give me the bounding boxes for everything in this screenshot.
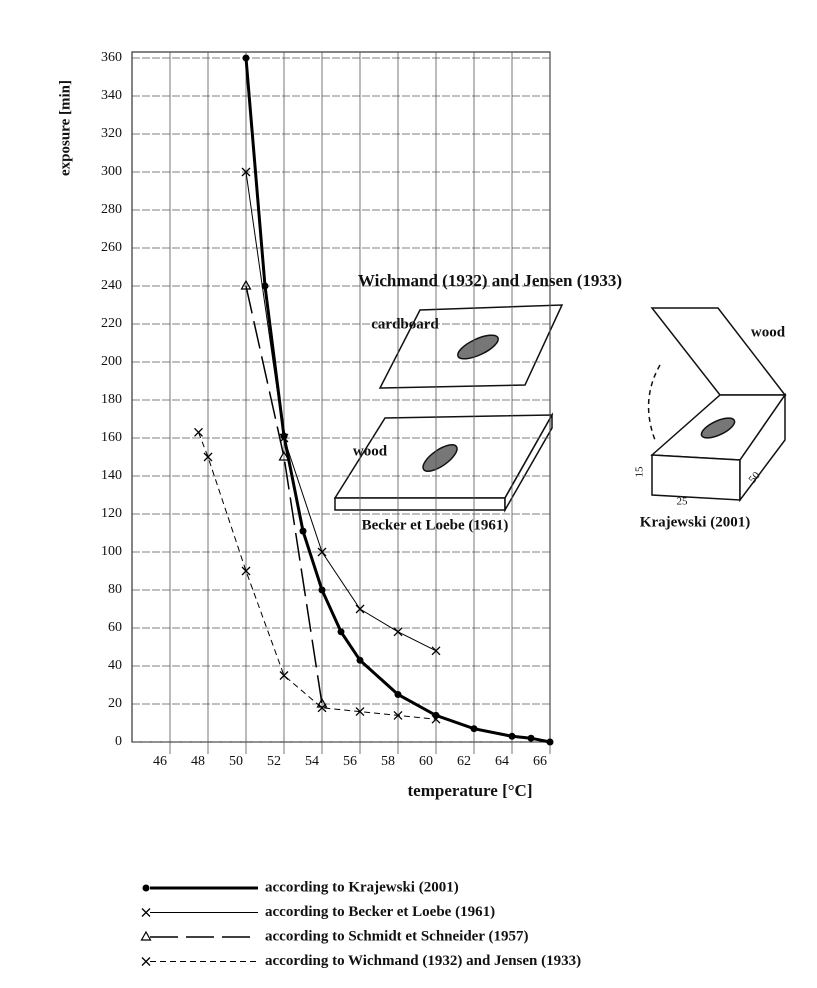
x-tick-label: 66 <box>533 754 547 769</box>
x-tick-label: 46 <box>153 754 167 769</box>
series-line <box>245 285 323 705</box>
y-tick-label: 20 <box>108 696 122 711</box>
x-tick-label: 48 <box>191 754 205 769</box>
x-tick-label: 60 <box>419 754 433 769</box>
wood-board-side <box>334 497 506 511</box>
marker <box>318 586 326 594</box>
y-axis-label: exposure [min] <box>57 80 73 176</box>
marker <box>242 54 250 62</box>
marker <box>241 566 251 576</box>
marker <box>279 671 289 680</box>
annotation: wood <box>353 443 388 459</box>
box-side <box>739 392 786 503</box>
marker <box>194 427 203 437</box>
marker <box>337 628 345 636</box>
marker <box>140 930 152 941</box>
marker <box>317 703 327 713</box>
series-line <box>198 432 437 720</box>
y-tick-label: 40 <box>108 658 122 673</box>
annotation: 25 <box>677 496 689 508</box>
marker <box>546 738 554 746</box>
specimen <box>457 334 499 360</box>
x-tick-label: 50 <box>229 754 243 769</box>
y-tick-label: 120 <box>101 506 122 521</box>
y-tick-label: 280 <box>101 202 122 217</box>
y-tick-label: 200 <box>101 354 122 369</box>
marker <box>527 734 535 742</box>
y-tick-label: 180 <box>101 392 122 407</box>
x-tick-label: 62 <box>457 754 471 769</box>
marker <box>142 884 150 892</box>
annotation: 15 <box>634 466 646 478</box>
series-line <box>245 171 437 652</box>
annotation: Becker et Loebe (1961) <box>362 517 509 533</box>
annotation: cardboard <box>371 316 439 332</box>
legend-label: according to Schmidt et Schneider (1957) <box>265 928 528 944</box>
y-tick-label: 320 <box>101 126 122 141</box>
y-tick-label: 0 <box>115 734 122 749</box>
marker <box>356 656 364 664</box>
y-tick-label: 60 <box>108 620 122 635</box>
y-tick-label: 260 <box>101 240 122 255</box>
x-tick-label: 64 <box>495 754 509 769</box>
marker <box>261 282 269 290</box>
marker <box>432 711 440 719</box>
x-axis-label: temperature [°C] <box>408 781 533 800</box>
marker <box>240 279 252 290</box>
marker <box>355 604 365 614</box>
annotation: wood <box>751 324 786 340</box>
marker <box>431 646 441 656</box>
marker <box>203 452 213 462</box>
y-tick-label: 80 <box>108 582 122 597</box>
marker <box>317 547 327 557</box>
specimen <box>422 444 458 472</box>
marker <box>141 908 151 917</box>
y-tick-label: 160 <box>101 430 122 445</box>
marker <box>141 957 151 966</box>
marker <box>393 710 403 720</box>
marker <box>470 725 478 733</box>
marker <box>394 691 402 698</box>
y-tick-label: 240 <box>101 278 122 293</box>
y-tick-label: 220 <box>101 316 122 331</box>
marker <box>299 527 307 535</box>
marker <box>278 450 290 461</box>
plot-frame <box>131 51 551 743</box>
x-tick-label: 58 <box>381 754 395 769</box>
specimen <box>700 417 736 439</box>
marker <box>241 167 251 177</box>
x-tick-label: 52 <box>267 754 281 769</box>
y-tick-label: 300 <box>101 164 122 179</box>
y-tick-label: 360 <box>101 50 122 65</box>
x-tick-label: 56 <box>343 754 357 769</box>
y-tick-label: 140 <box>101 468 122 483</box>
box-lid <box>650 307 787 396</box>
marker <box>355 707 365 717</box>
illustrations <box>333 304 787 513</box>
wood-board-edge <box>504 412 553 513</box>
legend-label: according to Krajewski (2001) <box>265 879 459 895</box>
marker <box>393 627 403 637</box>
box-front <box>651 454 741 501</box>
x-tick-label: 54 <box>305 754 319 769</box>
marker <box>508 732 516 740</box>
legend-label: according to Wichmand (1932) and Jensen … <box>265 953 581 969</box>
marker <box>431 714 441 724</box>
y-tick-label: 340 <box>101 88 122 103</box>
annotation: Krajewski (2001) <box>640 514 750 530</box>
lid-arrow <box>647 364 661 441</box>
y-tick-label: 100 <box>101 544 122 559</box>
marker <box>279 433 289 443</box>
legend-label: according to Becker et Loebe (1961) <box>265 904 495 920</box>
annotation: Wichmand (1932) and Jensen (1933) <box>358 271 622 290</box>
